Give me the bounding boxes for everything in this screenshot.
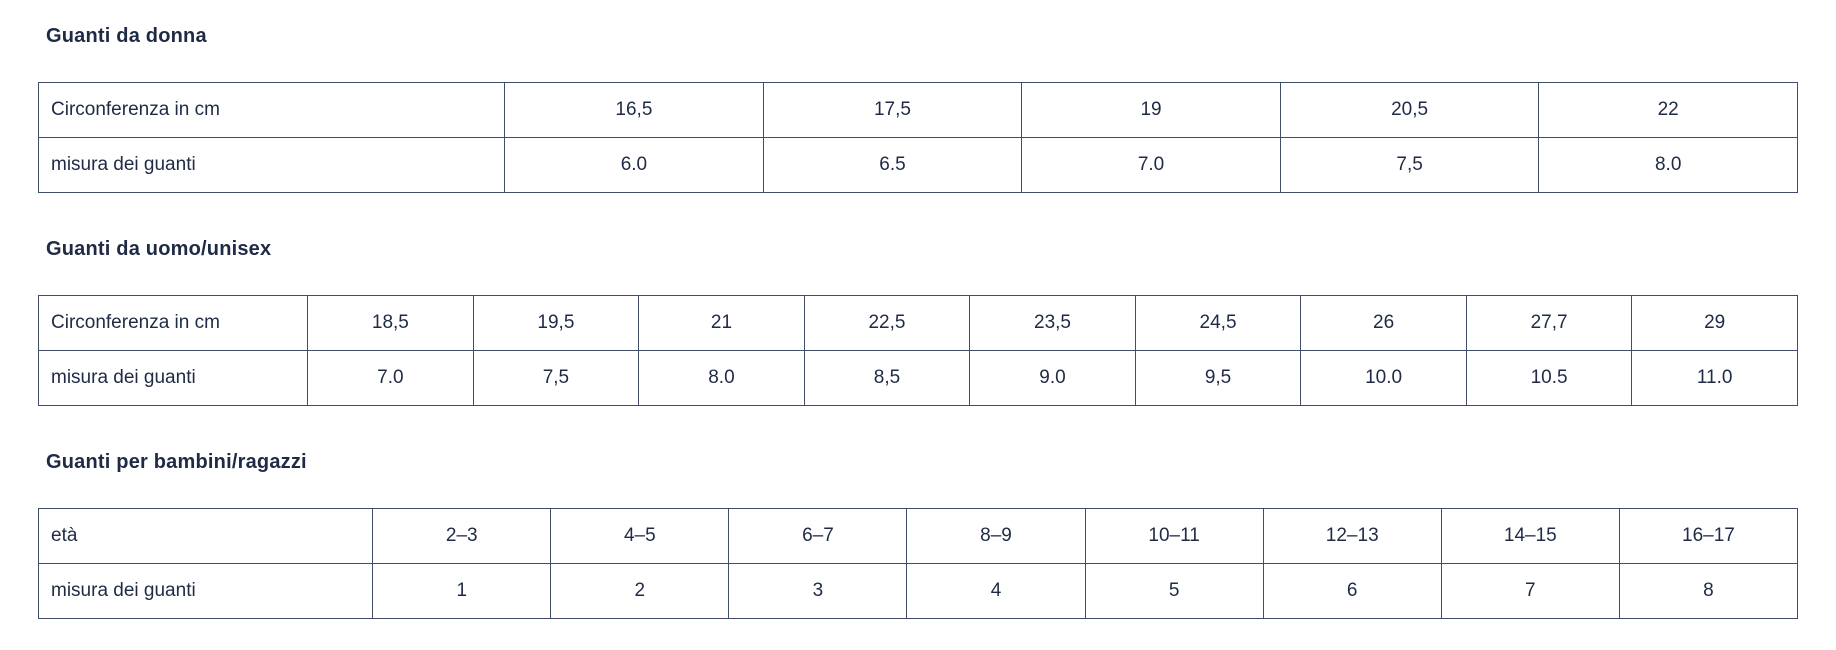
size-section: Guanti da donna Circonferenza in cm 16,5 17…	[37, 24, 1798, 193]
value-cell: 19,5	[472, 295, 640, 351]
section-title: Guanti da uomo/unisex	[46, 238, 272, 260]
value-cell: 10.5	[1465, 350, 1633, 406]
value-cell: 6–7	[728, 508, 908, 564]
size-table: età 2–3 4–5 6–7 8–9 10–11 12–13 14–15 16–17 misur…	[37, 508, 1799, 619]
value-cell: 2–3	[372, 508, 552, 564]
row-header-cell: misura dei guanti	[37, 137, 506, 193]
glove-size-charts: Guanti da donna Circonferenza in cm 16,5 17…	[37, 24, 1799, 619]
value-cell: 10.0	[1300, 350, 1467, 406]
value-cell: 9,5	[1134, 350, 1302, 406]
value-cell: 3	[728, 563, 908, 619]
value-cell: 24,5	[1134, 295, 1302, 351]
value-cell: 2	[550, 563, 730, 619]
table-row: misura dei guanti 7.0 7,5 8.0 8,5 9.0 9,5 10.0 1…	[37, 350, 1798, 406]
value-cell: 14–15	[1440, 508, 1620, 564]
value-cell: 7.0	[307, 350, 474, 406]
value-cell: 8	[1618, 563, 1799, 619]
row-header-cell: misura dei guanti	[37, 563, 374, 619]
size-table: Circonferenza in cm 16,5 17,5 19 20,5 22 misur…	[37, 82, 1798, 193]
value-cell: 19	[1021, 82, 1281, 138]
table-row: Circonferenza in cm 18,5 19,5 21 22,5 23,5 24,…	[37, 295, 1798, 351]
value-cell: 20,5	[1279, 82, 1540, 138]
value-cell: 23,5	[969, 295, 1136, 351]
size-table: Circonferenza in cm 18,5 19,5 21 22,5 23,5 24,…	[37, 295, 1798, 406]
row-header-cell: Circonferenza in cm	[37, 82, 506, 138]
value-cell: 6.5	[762, 137, 1023, 193]
value-cell: 6	[1262, 563, 1442, 619]
value-cell: 21	[638, 295, 805, 351]
value-cell: 27,7	[1465, 295, 1633, 351]
value-cell: 7	[1440, 563, 1620, 619]
value-cell: 16,5	[504, 82, 764, 138]
section-title: Guanti da donna	[46, 25, 207, 47]
value-cell: 10–11	[1084, 508, 1264, 564]
row-header-cell: Circonferenza in cm	[37, 295, 309, 351]
value-cell: 7,5	[472, 350, 640, 406]
size-section: Guanti per bambini/ragazzi età 2–3 4–5 6–7 8–…	[37, 450, 1799, 619]
value-cell: 4–5	[550, 508, 730, 564]
value-cell: 22,5	[803, 295, 971, 351]
value-cell: 8,5	[803, 350, 971, 406]
value-cell: 4	[906, 563, 1086, 619]
value-cell: 26	[1300, 295, 1467, 351]
row-header-cell: misura dei guanti	[37, 350, 309, 406]
value-cell: 8.0	[638, 350, 805, 406]
value-cell: 8–9	[906, 508, 1086, 564]
size-section: Guanti da uomo/unisex Circonferenza in cm…	[37, 237, 1798, 406]
table-row: Circonferenza in cm 16,5 17,5 19 20,5 22	[37, 82, 1798, 138]
value-cell: 29	[1631, 295, 1798, 351]
value-cell: 18,5	[307, 295, 474, 351]
row-header-cell: età	[37, 508, 374, 564]
value-cell: 8.0	[1538, 137, 1798, 193]
value-cell: 11.0	[1631, 350, 1798, 406]
value-cell: 12–13	[1262, 508, 1442, 564]
table-row: misura dei guanti 6.0 6.5 7.0 7,5 8.0	[37, 137, 1798, 193]
section-title: Guanti per bambini/ragazzi	[46, 451, 307, 473]
value-cell: 9.0	[969, 350, 1136, 406]
value-cell: 16–17	[1618, 508, 1799, 564]
table-row: età 2–3 4–5 6–7 8–9 10–11 12–13 14–15 16–17	[37, 508, 1799, 564]
table-row: misura dei guanti 1 2 3 4 5 6 7 8	[37, 563, 1799, 619]
value-cell: 7,5	[1279, 137, 1540, 193]
value-cell: 7.0	[1021, 137, 1281, 193]
value-cell: 6.0	[504, 137, 764, 193]
value-cell: 22	[1538, 82, 1798, 138]
value-cell: 5	[1084, 563, 1264, 619]
value-cell: 17,5	[762, 82, 1023, 138]
value-cell: 1	[372, 563, 552, 619]
